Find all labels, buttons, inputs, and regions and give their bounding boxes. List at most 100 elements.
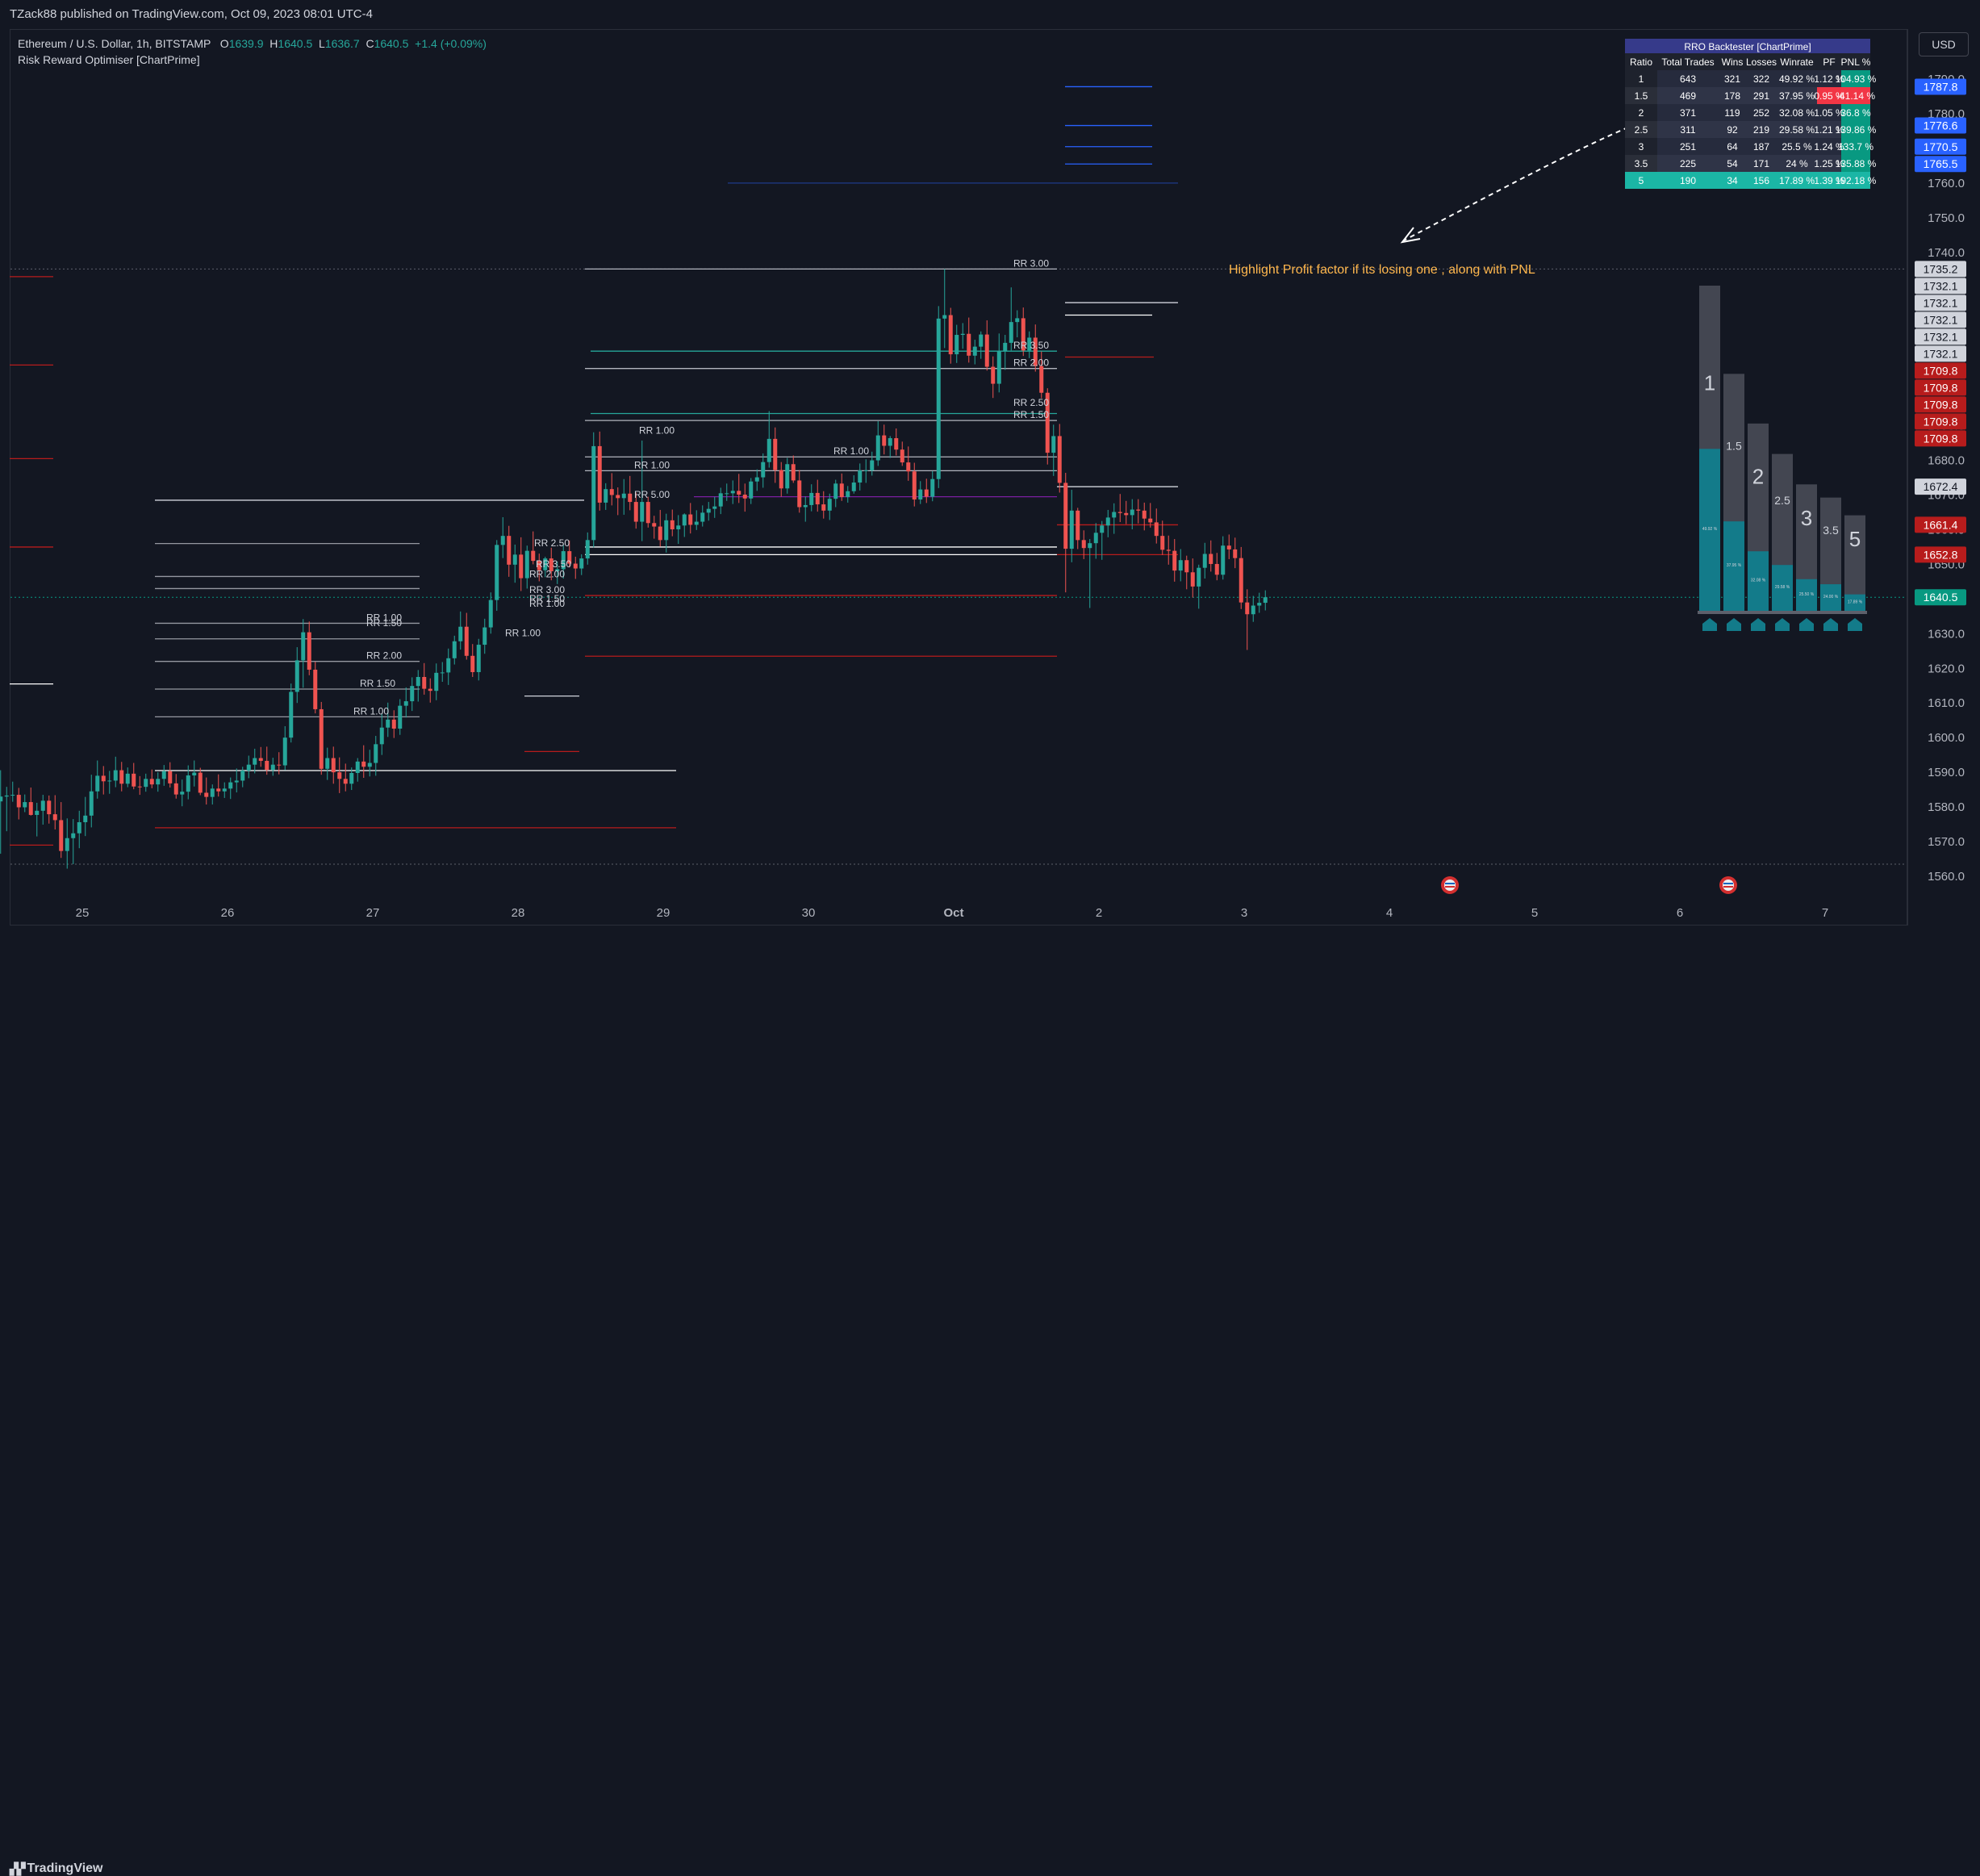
candle xyxy=(1202,542,1207,579)
candle xyxy=(815,479,820,512)
winrate-bar: 3 25.50 % xyxy=(1796,484,1817,631)
candle xyxy=(512,544,517,583)
candle xyxy=(1197,564,1201,609)
table-cell: 24 % xyxy=(1786,158,1808,169)
price-tag: 1765.5 xyxy=(1915,156,1966,173)
candle xyxy=(948,307,953,364)
svg-text:1709.8: 1709.8 xyxy=(1924,432,1958,445)
price-scale-separator xyxy=(1907,29,1908,925)
currency-button[interactable]: USD xyxy=(1919,32,1969,56)
candle xyxy=(1178,549,1183,582)
change-value: +1.4 (+0.09%) xyxy=(415,37,487,50)
candle xyxy=(930,470,935,502)
close-label: C xyxy=(366,37,374,50)
open-label: O xyxy=(219,37,229,50)
candle xyxy=(531,531,536,565)
candle xyxy=(1100,520,1105,560)
candle xyxy=(1251,595,1255,622)
y-tick-label: 1750.0 xyxy=(1928,211,1965,225)
indicator-legend-row[interactable]: Risk Reward Optimiser [ChartPrime] xyxy=(18,52,487,68)
candle xyxy=(851,474,856,494)
price-tag: 1732.1 xyxy=(1915,311,1966,328)
tradingview-logo[interactable]: ▞▞ TradingView xyxy=(10,1861,103,1876)
candle xyxy=(767,411,771,468)
candle xyxy=(785,458,790,494)
candle xyxy=(609,473,614,506)
svg-text:1709.8: 1709.8 xyxy=(1924,364,1958,377)
candle xyxy=(597,431,602,511)
table-cell: 54 xyxy=(1727,158,1738,169)
candle xyxy=(1166,535,1171,565)
bar-marker-icon xyxy=(1823,618,1838,631)
winrate-bar-label: 25.50 % xyxy=(1799,592,1815,597)
candle xyxy=(1051,424,1056,476)
open-value: 1639.9 xyxy=(228,37,264,50)
table-cell: 135.88 % xyxy=(1836,158,1877,169)
table-column-header: Losses xyxy=(1746,56,1777,68)
annotation-arrow xyxy=(1403,89,1827,241)
y-tick-label: 1590.0 xyxy=(1928,766,1965,779)
annotation-text: Highlight Profit factor if its losing on… xyxy=(1229,263,1535,277)
candle xyxy=(452,635,457,665)
candle xyxy=(192,760,197,787)
symbol-name[interactable]: Ethereum / U.S. Dollar, 1h, BITSTAMP xyxy=(18,37,211,50)
candle xyxy=(712,496,717,518)
table-cell: 2 xyxy=(1639,107,1644,119)
candle xyxy=(47,795,52,824)
candle xyxy=(906,446,911,481)
y-tick-label: 1580.0 xyxy=(1928,800,1965,814)
table-cell: 25.5 % xyxy=(1782,141,1812,153)
price-tag: 1709.8 xyxy=(1915,430,1966,447)
candle xyxy=(863,459,868,483)
chart-frame[interactable] xyxy=(10,29,1907,925)
candle xyxy=(888,436,892,458)
candle xyxy=(858,463,863,491)
candle xyxy=(367,750,372,777)
candle xyxy=(168,762,173,788)
candle xyxy=(621,478,626,515)
candle xyxy=(827,493,832,520)
table-row: 3.5 225 54 171 24 % 1.25 %135.88 % xyxy=(1625,155,1877,172)
candle xyxy=(161,765,166,786)
table-cell: 252 xyxy=(1753,107,1769,119)
candle xyxy=(101,766,106,795)
rr-label: RR 2.50 xyxy=(1013,397,1049,408)
svg-text:1732.1: 1732.1 xyxy=(1924,313,1958,326)
winrate-bar: 5 17.89 % xyxy=(1844,515,1865,631)
candle xyxy=(132,763,136,790)
candle xyxy=(979,331,984,359)
svg-text:1776.6: 1776.6 xyxy=(1924,119,1958,132)
table-row: 1 643 321 322 49.92 % 1.12 %104.93 % xyxy=(1625,70,1877,87)
svg-text:1735.2: 1735.2 xyxy=(1924,262,1958,275)
candle xyxy=(749,478,754,504)
price-tag: 1732.1 xyxy=(1915,328,1966,345)
candle xyxy=(972,340,977,365)
price-tag: 1709.8 xyxy=(1915,379,1966,396)
candle xyxy=(1027,331,1032,358)
candle xyxy=(1105,509,1110,537)
candle xyxy=(1214,553,1219,581)
candle xyxy=(1069,490,1074,562)
rr-label: RR 1.50 xyxy=(529,593,565,604)
candle xyxy=(307,621,311,675)
candle xyxy=(761,453,766,488)
rr-label: RR 1.00 xyxy=(505,628,541,639)
indicator-name[interactable]: Risk Reward Optimiser [ChartPrime] xyxy=(18,53,200,66)
table-cell: 178 xyxy=(1724,90,1740,102)
y-tick-label: 1560.0 xyxy=(1928,870,1965,884)
candle xyxy=(198,767,203,796)
rr-label: RR 3.00 xyxy=(529,584,565,595)
candle xyxy=(16,788,21,820)
candle xyxy=(1160,520,1165,555)
candle xyxy=(0,770,3,854)
candle xyxy=(640,441,645,541)
table-cell: 469 xyxy=(1680,90,1696,102)
candle xyxy=(265,746,269,775)
candle xyxy=(434,663,439,700)
table-cell: 29.58 % xyxy=(1779,124,1815,136)
candle xyxy=(446,648,451,685)
chart-legend: Ethereum / U.S. Dollar, 1h, BITSTAMP O16… xyxy=(18,36,487,68)
candle xyxy=(1045,388,1050,465)
